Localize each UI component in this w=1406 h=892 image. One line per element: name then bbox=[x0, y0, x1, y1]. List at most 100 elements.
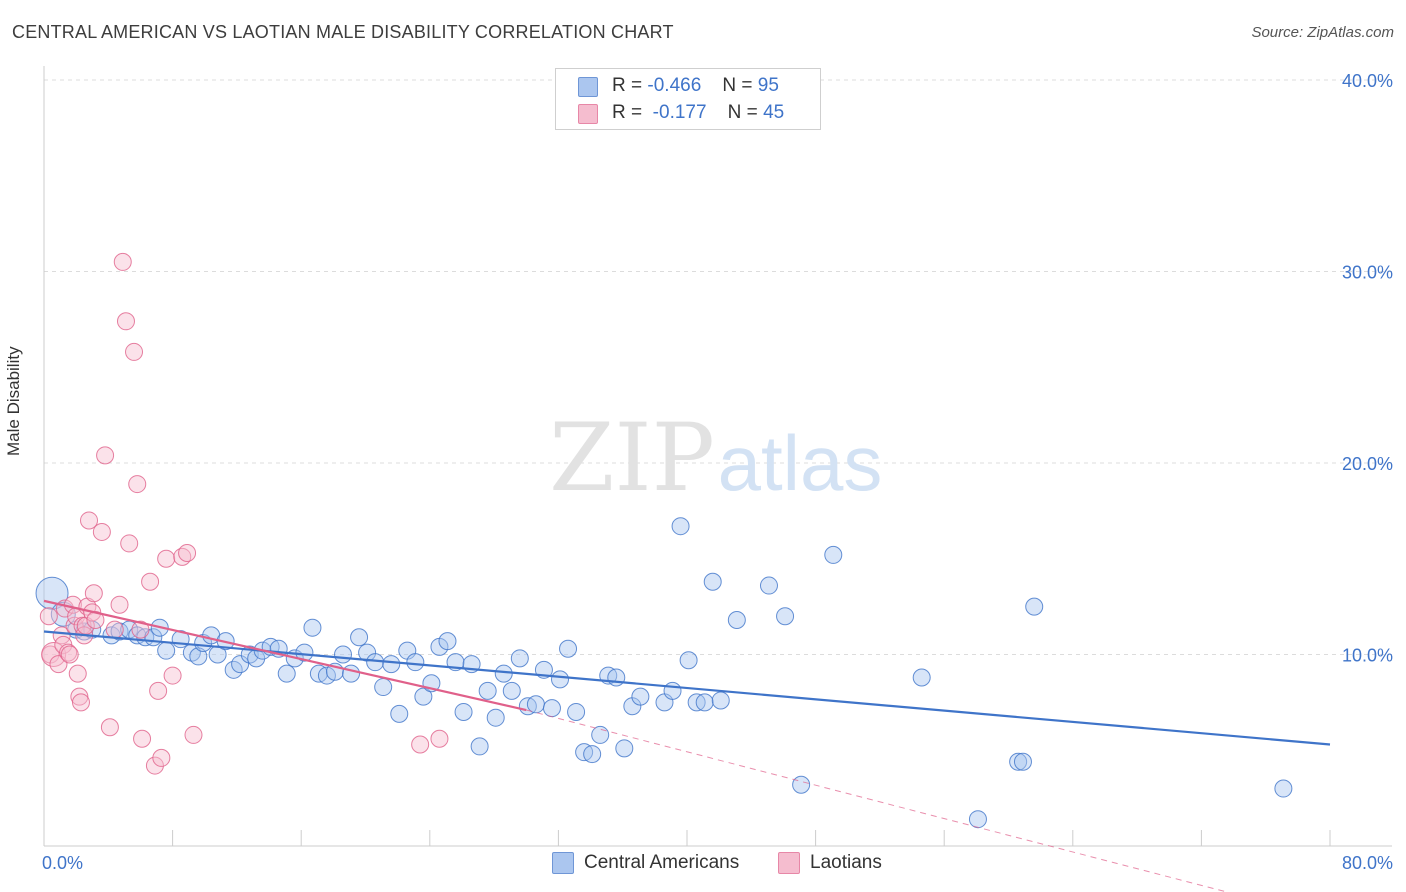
legend-swatch-laotians bbox=[578, 104, 598, 124]
point-central-american bbox=[414, 687, 433, 706]
point-central-american bbox=[1009, 752, 1028, 771]
point-central-american bbox=[695, 693, 714, 712]
point-laotian bbox=[84, 584, 103, 603]
point-central-american bbox=[350, 628, 369, 647]
point-central-american bbox=[583, 745, 602, 764]
x-tick-label: 0.0% bbox=[42, 853, 83, 873]
point-central-american bbox=[438, 632, 457, 651]
point-laotian bbox=[39, 607, 58, 626]
point-central-american bbox=[615, 739, 634, 758]
point-central-american bbox=[277, 664, 296, 683]
point-laotian bbox=[125, 342, 144, 361]
point-laotian bbox=[128, 475, 147, 494]
point-laotian bbox=[120, 534, 139, 553]
axes bbox=[43, 66, 1392, 847]
point-central-american bbox=[559, 639, 578, 658]
point-laotian bbox=[145, 756, 164, 775]
point-laotian bbox=[157, 549, 176, 568]
point-central-american bbox=[382, 655, 401, 674]
chart-title: CENTRAL AMERICAN VS LAOTIAN MALE DISABIL… bbox=[12, 22, 674, 42]
point-laotian bbox=[52, 626, 71, 645]
y-tick-label: 30.0% bbox=[1342, 263, 1393, 283]
watermark-zip: ZIP bbox=[549, 404, 715, 513]
legend-text: R = -0.177 N = 45 bbox=[612, 102, 784, 124]
legend-r-value: -0.466 bbox=[647, 75, 702, 96]
x-tick-label: 80.0% bbox=[1342, 853, 1393, 873]
point-central-american bbox=[486, 708, 505, 727]
legend-text: R = -0.466 N = 95 bbox=[612, 75, 779, 97]
point-central-american bbox=[231, 655, 250, 674]
point-central-american bbox=[478, 681, 497, 700]
point-central-american bbox=[303, 618, 322, 637]
point-laotian bbox=[133, 729, 152, 748]
source-label: Source: ZipAtlas.com bbox=[1251, 24, 1394, 41]
legend-n-value: 95 bbox=[757, 75, 779, 96]
point-laotian bbox=[152, 748, 171, 767]
legend-label: Laotians bbox=[810, 852, 882, 873]
point-laotian bbox=[113, 252, 132, 271]
point-central-american bbox=[567, 702, 586, 721]
point-laotian bbox=[110, 595, 129, 614]
point-central-american bbox=[342, 664, 361, 683]
legend-n-value: 45 bbox=[763, 102, 785, 123]
point-central-american bbox=[711, 691, 730, 710]
legend-r-label: R = bbox=[612, 75, 643, 96]
point-laotian bbox=[68, 664, 87, 683]
point-laotian bbox=[163, 666, 182, 685]
watermark: ZIP atlas bbox=[549, 404, 882, 513]
point-central-american bbox=[526, 695, 545, 714]
legend-swatch-central-americans bbox=[552, 852, 574, 874]
trend-line-laotians bbox=[43, 599, 527, 712]
point-laotian bbox=[60, 645, 79, 664]
point-central-american bbox=[1025, 597, 1044, 616]
point-central-american bbox=[551, 670, 570, 689]
x-tick-labels: 0.0% 80.0% bbox=[42, 853, 1393, 873]
legend-swatch-laotians bbox=[778, 852, 800, 874]
trend-line-central-americans bbox=[43, 630, 1331, 746]
point-central-american bbox=[631, 687, 650, 706]
point-central-american bbox=[1274, 779, 1293, 798]
point-laotian bbox=[184, 725, 203, 744]
point-central-american bbox=[189, 647, 208, 666]
point-laotian bbox=[131, 620, 150, 639]
legend-r-value: -0.177 bbox=[652, 102, 707, 123]
point-central-american bbox=[510, 649, 529, 668]
point-central-american bbox=[333, 645, 352, 664]
y-tick-label: 40.0% bbox=[1342, 71, 1393, 91]
legend-label: Central Americans bbox=[584, 852, 740, 873]
point-laotian bbox=[71, 693, 90, 712]
point-laotian bbox=[141, 572, 160, 591]
point-laotian bbox=[96, 446, 115, 465]
point-laotian bbox=[105, 620, 124, 639]
point-central-american bbox=[607, 668, 626, 687]
point-central-american bbox=[663, 681, 682, 700]
point-central-american bbox=[671, 517, 690, 536]
data-points bbox=[35, 252, 1293, 829]
point-central-american bbox=[703, 572, 722, 591]
point-central-american bbox=[390, 704, 409, 723]
watermark-atlas: atlas bbox=[718, 419, 883, 507]
point-laotian bbox=[80, 511, 99, 530]
legend-n-label: N = bbox=[727, 102, 758, 123]
point-central-american bbox=[502, 681, 521, 700]
point-central-american bbox=[374, 678, 393, 697]
y-axis-label: Male Disability bbox=[4, 346, 23, 456]
point-laotian bbox=[41, 642, 67, 667]
series-legend: Central Americans Laotians bbox=[0, 850, 1406, 880]
point-central-american bbox=[591, 725, 610, 744]
y-tick-label: 10.0% bbox=[1342, 646, 1393, 666]
y-tick-label: 20.0% bbox=[1342, 454, 1393, 474]
point-central-american bbox=[470, 737, 489, 756]
point-central-american bbox=[759, 576, 778, 595]
y-tick-labels: 10.0% 20.0% 30.0% 40.0% bbox=[1342, 71, 1393, 666]
trend-lines bbox=[43, 599, 1331, 892]
point-central-american bbox=[968, 810, 987, 829]
point-central-american bbox=[454, 702, 473, 721]
point-central-american bbox=[912, 668, 931, 687]
point-central-american bbox=[679, 651, 698, 670]
correlation-legend: R = -0.466 N = 95 R = -0.177 N = 45 bbox=[555, 68, 821, 130]
legend-n-label: N = bbox=[722, 75, 753, 96]
point-laotian bbox=[149, 681, 168, 700]
point-central-american bbox=[157, 641, 176, 660]
